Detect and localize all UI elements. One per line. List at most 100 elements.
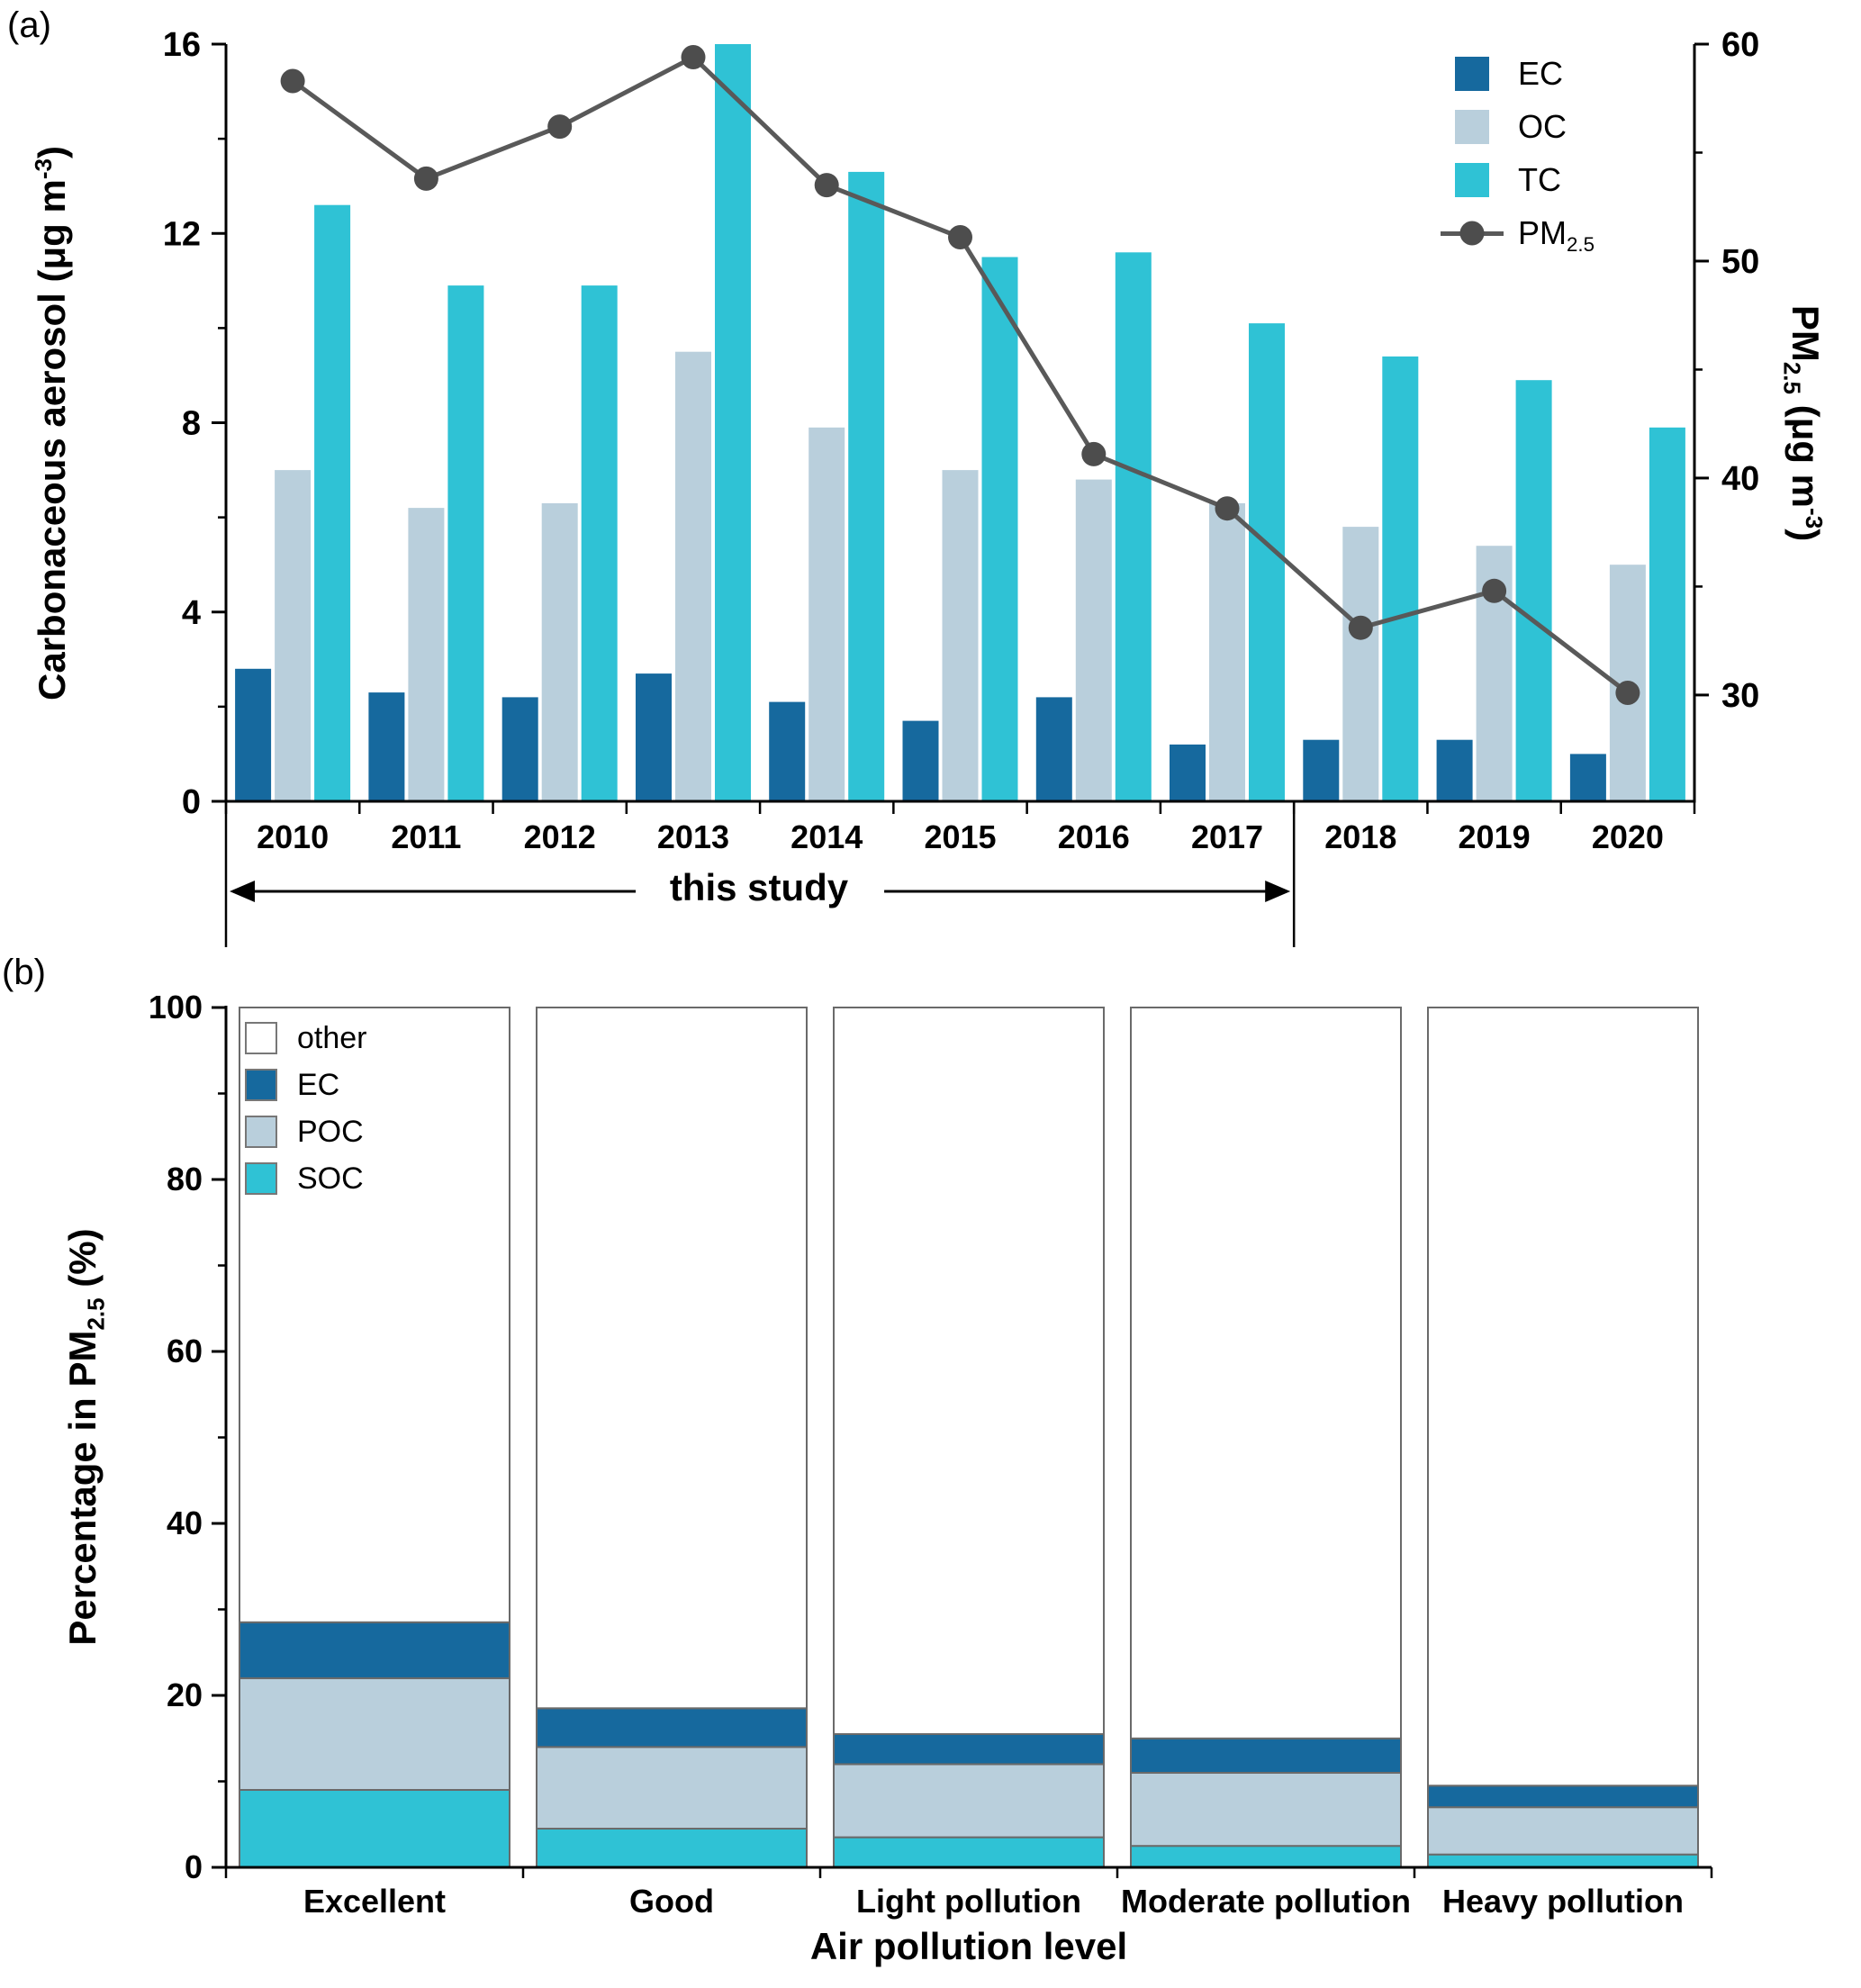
legend-label-ec: EC	[1518, 55, 1564, 92]
segment-poc-light-pollution	[833, 1763, 1105, 1839]
bar-ec-2016	[1035, 697, 1072, 801]
pm25-marker-2020	[1615, 681, 1640, 705]
pm25-line-swatch	[1441, 221, 1504, 246]
y-title-text: Carbonaceous aerosol (μg m	[31, 179, 73, 700]
ytick-label-b: 20	[167, 1676, 203, 1713]
bar-tc-2019	[1515, 380, 1552, 801]
year-label: 2013	[657, 818, 729, 855]
panel-b-x-axis-title: Air pollution level	[809, 1925, 1128, 1967]
bar-tc-2017	[1249, 323, 1285, 802]
segment-ec-moderate-pollution	[1130, 1737, 1402, 1775]
bar-ec-2015	[902, 720, 939, 801]
bar-tc-2013	[715, 44, 751, 801]
year-label: 2018	[1324, 818, 1396, 855]
segment-poc-good	[536, 1746, 808, 1830]
panel-a-label: (a)	[7, 5, 51, 45]
pm25-label-subscript: 2.5	[1567, 233, 1595, 257]
year-label: 2016	[1058, 818, 1130, 855]
bar-tc-2011	[447, 285, 484, 802]
category-label: Light pollution	[856, 1883, 1081, 1920]
legend-label-tc: TC	[1518, 161, 1561, 198]
segment-poc-excellent	[239, 1676, 510, 1792]
pm25-dot-swatch	[1459, 221, 1485, 246]
segment-ec-good	[536, 1707, 808, 1749]
ytick-label-left-a: 8	[182, 405, 201, 443]
panel-a-plot: 0 4 8 12 16 30 40 50 60 2010 2011 2012 2013 2014 2015 2…	[163, 26, 1759, 947]
category-label: Heavy pollution	[1442, 1883, 1684, 1920]
ytick-label-right-a: 30	[1721, 677, 1759, 715]
ytick-label-left-a: 16	[163, 26, 201, 64]
ytick-label-left-a: 4	[182, 594, 201, 632]
y-title-close: )	[31, 146, 73, 158]
category-label: Moderate pollution	[1121, 1883, 1411, 1920]
ytick-label-b: 80	[167, 1161, 203, 1197]
segment-ec-excellent	[239, 1621, 510, 1679]
pm25-marker-2017	[1215, 496, 1240, 521]
pm25-marker-2012	[547, 114, 573, 140]
arrowhead-left-icon	[230, 881, 255, 902]
oc-swatch-cell	[1439, 110, 1505, 144]
ytick-label-left-a: 0	[182, 783, 201, 821]
tc-color-swatch	[1455, 163, 1489, 197]
bar-oc-2017	[1209, 502, 1245, 801]
bar-oc-2018	[1342, 527, 1379, 801]
ytick-label-left-a: 12	[163, 215, 201, 253]
pm25-marker-2014	[814, 173, 839, 198]
legend-label-soc: SOC	[297, 1161, 364, 1196]
soc-swatch-cell	[245, 1162, 285, 1195]
legend-item-poc: POC	[245, 1115, 367, 1149]
pm25-label-base: PM	[1518, 214, 1567, 251]
other-swatch-cell	[245, 1022, 285, 1054]
panel-a-y-axis-title: Carbonaceous aerosol (μg m-3)	[29, 0, 76, 873]
segment-other-moderate-pollution	[1130, 1007, 1402, 1740]
bar-oc-2016	[1075, 479, 1112, 801]
year-label: 2015	[924, 818, 996, 855]
ytick-label-b: 60	[167, 1333, 203, 1369]
bar-oc-2015	[942, 470, 979, 801]
this-study-annotation: this study	[669, 866, 849, 908]
year-label: 2011	[391, 818, 461, 855]
oc-color-swatch	[1455, 110, 1489, 144]
pct-title-base: Percentage in PM	[61, 1330, 104, 1646]
bar-ec-2010	[235, 668, 272, 801]
category-label: Excellent	[303, 1883, 446, 1920]
year-label: 2017	[1191, 818, 1263, 855]
segment-poc-moderate-pollution	[1130, 1772, 1402, 1848]
bar-ec-2017	[1170, 744, 1206, 801]
ytick-label-right-a: 40	[1721, 460, 1759, 498]
panel-a-legend: EC OC TC PM2.5	[1439, 55, 1594, 268]
legend-label-pm25: PM2.5	[1518, 214, 1594, 255]
pct-title-subscript: 2.5	[82, 1297, 110, 1331]
bar-oc-2013	[675, 351, 711, 801]
legend-item-pm25: PM2.5	[1439, 214, 1594, 255]
tc-swatch-cell	[1439, 163, 1505, 197]
pm25-marker-2011	[413, 166, 438, 191]
pm25-marker-cell	[1439, 221, 1505, 246]
ec-color-swatch	[1455, 57, 1489, 91]
bar-ec-2019	[1436, 739, 1473, 801]
legend-label-other: other	[297, 1020, 367, 1055]
bar-tc-2018	[1382, 356, 1419, 801]
bar-ec-2018	[1303, 739, 1340, 801]
panel-b-legend: other EC POC SOC	[245, 1020, 367, 1209]
legend-item-soc: SOC	[245, 1161, 367, 1196]
panel-b-y-axis-title: Percentage in PM2.5 (%)	[59, 987, 110, 1887]
bar-oc-2012	[541, 502, 578, 801]
year-label: 2012	[524, 818, 596, 855]
bar-ec-2013	[636, 673, 672, 801]
pm-title-superscript: -3	[1801, 508, 1828, 529]
segment-soc-light-pollution	[833, 1836, 1105, 1868]
bar-ec-2011	[368, 692, 405, 801]
segment-other-excellent	[239, 1007, 510, 1623]
legend-label-ec-b: EC	[297, 1067, 340, 1102]
year-label: 2020	[1592, 818, 1664, 855]
ec-b-color-swatch	[245, 1069, 277, 1101]
panel-b-plot: Excellent Good Light pollution Moderate pol…	[149, 989, 1713, 1920]
bar-oc-2010	[275, 470, 312, 801]
bar-ec-2014	[769, 701, 806, 801]
segment-soc-moderate-pollution	[1130, 1845, 1402, 1869]
bar-tc-2014	[848, 171, 885, 801]
other-color-swatch	[245, 1022, 277, 1054]
legend-label-oc: OC	[1518, 108, 1567, 145]
pm-title-base: PM	[1784, 304, 1827, 362]
